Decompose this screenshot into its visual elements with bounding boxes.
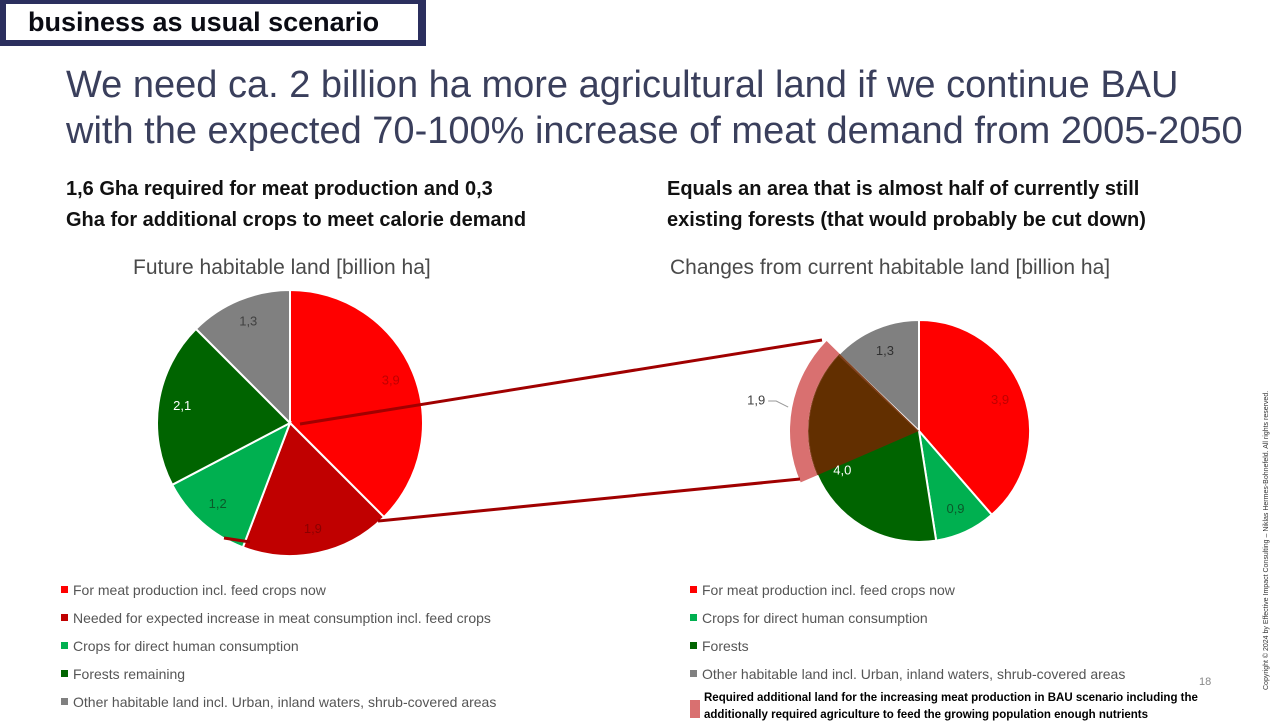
legend-swatch	[690, 614, 697, 621]
pie-slice	[837, 318, 920, 434]
right-legend-item: Crops for direct human consumption	[690, 608, 1224, 636]
data-label: 3,9	[382, 373, 400, 388]
legend-swatch	[61, 614, 68, 621]
data-label: 1,9	[304, 521, 322, 536]
right-legend-item: Other habitable land incl. Urban, inland…	[690, 664, 1224, 692]
page-title: We need ca. 2 billion ha more agricultur…	[66, 62, 1266, 154]
right-chart-title: Changes from current habitable land [bil…	[670, 256, 1111, 279]
data-label: 4,0	[833, 463, 851, 478]
pie-slice	[170, 420, 292, 549]
copyright-notice: Copyright © 2024 by Effective Impact Con…	[1263, 390, 1270, 690]
legend-swatch	[61, 670, 68, 677]
data-label: 1,3	[239, 314, 257, 329]
legend-label: Needed for expected increase in meat con…	[73, 610, 491, 626]
left-pie-chart	[156, 288, 424, 557]
right-subheading-line-1: Equals an area that is almost half of cu…	[667, 178, 1140, 200]
page-number: 18	[1199, 676, 1212, 688]
legend-label: Required additional land for the increas…	[704, 692, 1198, 721]
pie-slice	[918, 318, 1031, 517]
data-labels: 3,9 1,9 1,2 2,1 1,3 3,9 0,9 4,0 1,3 1,9	[173, 314, 1009, 536]
scenario-tag: business as usual scenario	[0, 0, 426, 46]
left-legend-item: Crops for direct human consumption	[61, 636, 496, 664]
connector-line-bottom	[377, 477, 801, 523]
page-title-line-1: We need ca. 2 billion ha more agricultur…	[66, 64, 1179, 106]
pie-slice	[289, 288, 424, 519]
data-label: 1,2	[209, 496, 227, 511]
highlight-leader-line	[768, 400, 789, 408]
legend-label: Other habitable land incl. Urban, inland…	[702, 666, 1126, 682]
connector-line-stub	[223, 536, 251, 544]
right-legend-item: Forests	[690, 636, 1224, 664]
left-subheading-line-2: Gha for additional crops to meet calorie…	[66, 209, 527, 231]
right-legend-item: For meat production incl. feed crops now	[690, 580, 1224, 608]
left-legend-item: Forests remaining	[61, 664, 496, 692]
right-subheading: Equals an area that is almost half of cu…	[667, 174, 1207, 236]
pie-slice	[194, 288, 291, 426]
pie-slice	[156, 327, 292, 487]
legend-label: Other habitable land incl. Urban, inland…	[73, 694, 497, 710]
legend-label: Forests remaining	[73, 666, 186, 682]
legend-swatch	[61, 586, 68, 593]
data-label: 3,9	[991, 392, 1009, 407]
left-legend-item: Needed for expected increase in meat con…	[61, 608, 496, 636]
legend-label: Forests	[702, 638, 749, 654]
legend-label: Crops for direct human consumption	[702, 610, 928, 626]
left-chart-title: Future habitable land [billion ha]	[133, 256, 431, 279]
highlight-data-label: 1,9	[747, 392, 765, 407]
data-label: 1,3	[876, 343, 894, 358]
legend-label: For meat production incl. feed crops now	[73, 582, 326, 598]
legend-swatch	[61, 698, 68, 705]
legend-label: Crops for direct human consumption	[73, 638, 299, 654]
left-subheading: 1,6 Gha required for meat production and…	[66, 174, 606, 236]
right-legend-highlight-item: Required additional land for the increas…	[690, 690, 1224, 724]
left-legend: For meat production incl. feed crops now…	[61, 580, 496, 720]
highlight-ring-band	[790, 341, 840, 483]
legend-swatch	[690, 670, 697, 677]
data-label: 2,1	[173, 398, 191, 413]
right-pie-chart	[790, 318, 1031, 543]
data-label: 0,9	[946, 501, 964, 516]
highlight-overlay-slice	[808, 353, 919, 476]
legend-label: For meat production incl. feed crops now	[702, 582, 955, 598]
left-legend-item: Other habitable land incl. Urban, inland…	[61, 692, 496, 720]
right-legend: For meat production incl. feed crops now…	[690, 580, 1224, 724]
left-legend-item: For meat production incl. feed crops now	[61, 580, 496, 608]
page-title-line-2: with the expected 70-100% increase of me…	[66, 110, 1243, 152]
legend-swatch	[690, 586, 697, 593]
legend-swatch	[690, 700, 700, 718]
connector-line-top	[299, 338, 823, 426]
scenario-tag-label: business as usual scenario	[6, 4, 418, 40]
legend-swatch	[61, 642, 68, 649]
left-subheading-line-1: 1,6 Gha required for meat production and…	[66, 178, 493, 200]
legend-swatch	[690, 642, 697, 649]
right-subheading-line-2: existing forests (that would probably be…	[667, 209, 1146, 231]
